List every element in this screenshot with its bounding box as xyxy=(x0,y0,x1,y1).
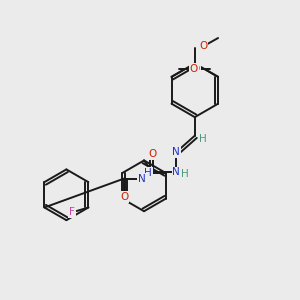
Text: N: N xyxy=(172,147,180,157)
Text: F: F xyxy=(69,207,75,217)
Text: O: O xyxy=(190,64,198,74)
Text: N: N xyxy=(172,167,180,177)
Text: H: H xyxy=(144,167,152,178)
Text: O: O xyxy=(191,64,200,74)
Text: H: H xyxy=(182,169,189,179)
Text: N: N xyxy=(138,173,146,184)
Text: H: H xyxy=(199,134,207,144)
Text: O: O xyxy=(120,192,128,202)
Text: O: O xyxy=(149,149,157,159)
Text: O: O xyxy=(199,41,207,51)
